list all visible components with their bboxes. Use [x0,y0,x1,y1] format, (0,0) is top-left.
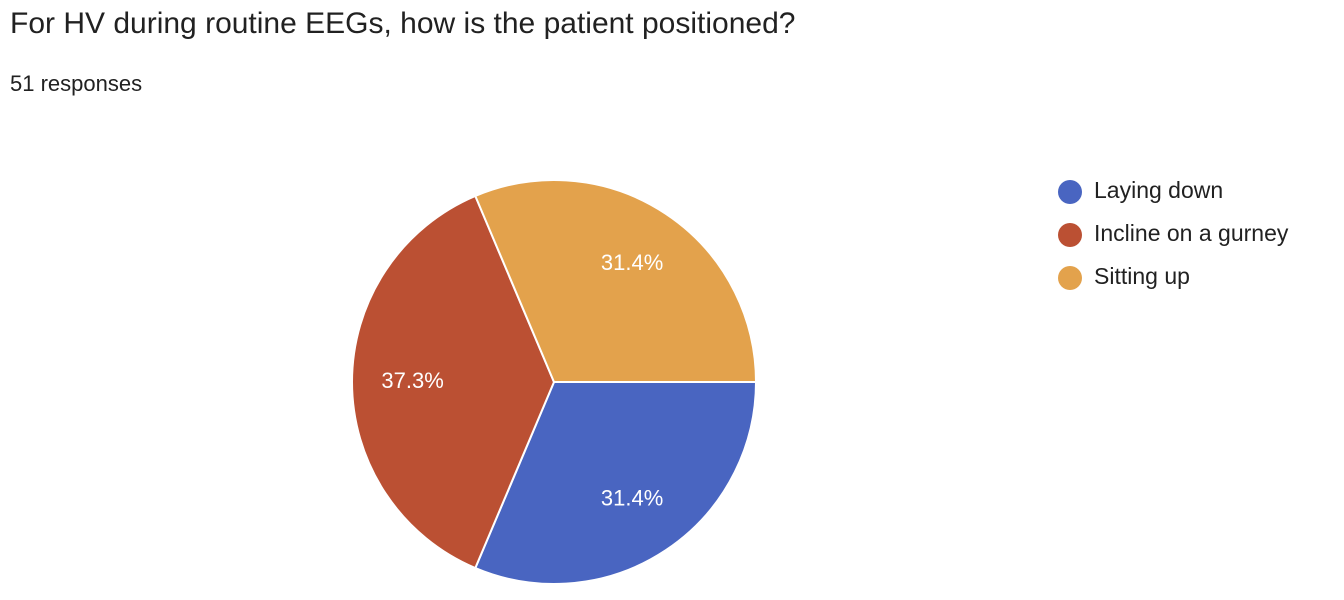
legend-swatch [1058,223,1082,247]
chart-title: For HV during routine EEGs, how is the p… [10,7,795,40]
pie-slice [473,179,758,383]
legend-swatch [1058,180,1082,204]
chart-subtitle: 51 responses [10,71,142,96]
legend-label: Sitting up [1094,263,1190,289]
slice-label: 31.4% [601,250,663,275]
legend-label: Laying down [1094,177,1223,203]
pie-slice [473,381,758,585]
legend-swatch [1058,266,1082,290]
slice-label: 37.3% [381,368,443,393]
slice-label: 31.4% [601,486,663,511]
legend-label: Incline on a gurney [1094,220,1289,246]
pie-slice [351,194,556,570]
